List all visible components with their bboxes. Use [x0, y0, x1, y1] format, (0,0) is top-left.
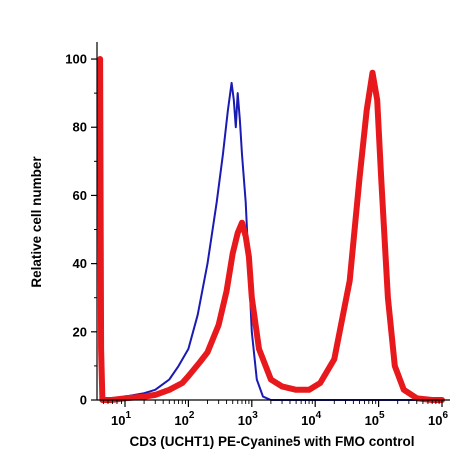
x-tick-label: 104	[301, 410, 321, 428]
x-tick-label: 103	[238, 410, 258, 428]
x-tick-label: 105	[365, 410, 385, 428]
y-tick-label: 0	[80, 393, 87, 408]
x-axis-label: CD3 (UCHT1) PE-Cyanine5 with FMO control	[129, 434, 414, 449]
axes: CD3 (UCHT1) PE-Cyanine5 with FMO control…	[29, 42, 450, 449]
x-tick-label: 101	[111, 410, 131, 428]
y-tick-label: 80	[73, 120, 87, 135]
plot-area	[97, 56, 445, 403]
series-line-2	[97, 56, 445, 403]
y-tick-label: 100	[65, 52, 87, 67]
y-tick-label: 20	[73, 324, 87, 339]
x-tick-label: 106	[428, 410, 448, 428]
y-tick-label: 60	[73, 188, 87, 203]
y-axis-label: Relative cell number	[29, 156, 44, 288]
x-tick-label: 102	[174, 410, 194, 428]
y-tick-label: 40	[73, 256, 87, 271]
